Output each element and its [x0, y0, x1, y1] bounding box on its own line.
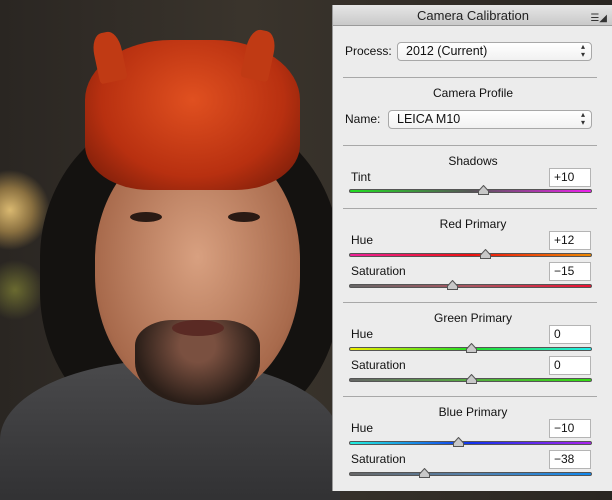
slider-thumb[interactable]	[453, 437, 465, 447]
profile-select[interactable]: LEICA M10 ▴ ▾	[388, 110, 592, 129]
divider	[343, 396, 597, 397]
blue-hue-slider[interactable]	[349, 441, 592, 445]
camera-profile-heading: Camera Profile	[432, 86, 514, 100]
red-hue-input[interactable]: +12	[549, 231, 591, 250]
slider-thumb[interactable]	[480, 249, 492, 259]
slider-thumb[interactable]	[419, 468, 431, 478]
panel-title: Camera Calibration	[417, 8, 529, 23]
eye-right	[228, 212, 260, 222]
red-saturation-label: Saturation	[351, 264, 406, 278]
blue-saturation-slider[interactable]	[349, 472, 592, 476]
divider	[343, 145, 597, 146]
tint-input[interactable]: +10	[549, 168, 591, 187]
blue-hue-label: Hue	[351, 421, 374, 435]
process-select[interactable]: 2012 (Current) ▴ ▾	[397, 42, 592, 61]
panel-header: Camera Calibration ☰◢	[333, 5, 612, 26]
red-saturation-input[interactable]: −15	[549, 262, 591, 281]
slider-thumb[interactable]	[477, 185, 489, 195]
blue-primary-heading: Blue Primary	[438, 405, 508, 419]
divider	[343, 302, 597, 303]
red-hue-slider[interactable]	[349, 253, 592, 257]
slider-thumb[interactable]	[465, 374, 477, 384]
process-label: Process:	[345, 44, 392, 58]
mouth	[172, 320, 224, 336]
red-primary-heading: Red Primary	[439, 217, 507, 231]
updown-arrows-icon: ▴ ▾	[580, 42, 585, 59]
blue-saturation-label: Saturation	[351, 452, 406, 466]
green-hue-input[interactable]: 0	[549, 325, 591, 344]
blue-hue-input[interactable]: −10	[549, 419, 591, 438]
shadows-heading: Shadows	[448, 154, 498, 168]
eye-left	[130, 212, 162, 222]
tint-label: Tint	[351, 170, 371, 184]
blue-saturation-input[interactable]: −38	[549, 450, 591, 469]
profile-value: LEICA M10	[397, 112, 461, 126]
slider-thumb[interactable]	[465, 343, 477, 353]
green-saturation-input[interactable]: 0	[549, 356, 591, 375]
green-hue-label: Hue	[351, 327, 374, 341]
red-hue-label: Hue	[351, 233, 374, 247]
camera-calibration-panel: Camera Calibration ☰◢ Process: 2012 (Cur…	[332, 5, 612, 491]
green-saturation-label: Saturation	[351, 358, 406, 372]
process-value: 2012 (Current)	[406, 44, 488, 58]
slider-thumb[interactable]	[447, 280, 459, 290]
panel-menu-icon[interactable]: ☰◢	[590, 13, 607, 24]
green-primary-heading: Green Primary	[433, 311, 513, 325]
divider	[343, 77, 597, 78]
divider	[343, 208, 597, 209]
red-saturation-slider[interactable]	[349, 284, 592, 288]
updown-arrows-icon: ▴ ▾	[580, 110, 585, 127]
tint-slider[interactable]	[349, 189, 592, 193]
name-label: Name:	[345, 112, 381, 126]
